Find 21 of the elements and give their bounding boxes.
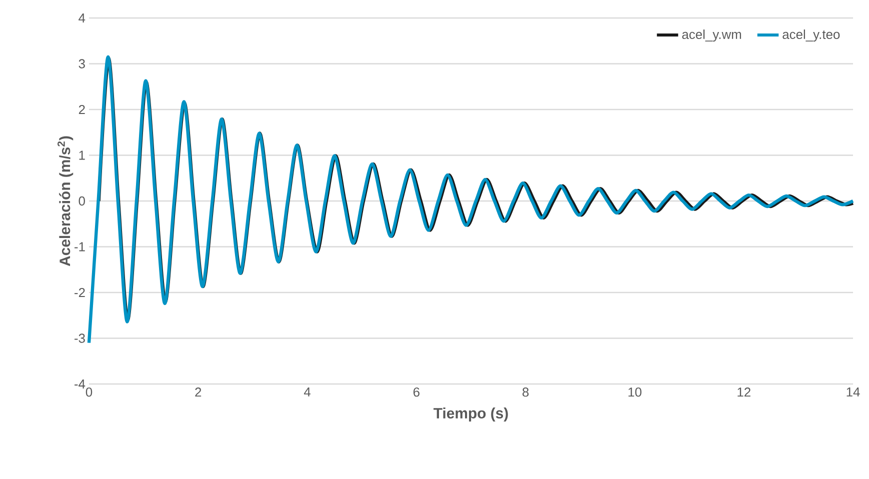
y-axis-title: Aceleración (m/s$^{2}$): [58, 136, 74, 266]
x-tick-label: 10: [628, 388, 642, 397]
x-tick-label: 6: [413, 388, 420, 397]
x-tick-label: 8: [522, 388, 529, 397]
legend-label: acel_y.teo: [782, 29, 840, 42]
y-tick-label: 1: [79, 150, 85, 160]
y-tick-label: -2: [74, 288, 85, 298]
x-tick-label: 4: [304, 388, 311, 396]
x-axis-title: Tiempo (s): [434, 408, 508, 422]
x-tick-label: 0: [86, 388, 92, 397]
y-tick-label: -3: [74, 334, 85, 343]
y-tick-label: 4: [78, 14, 86, 22]
y-tick-label: -1: [74, 242, 85, 252]
y-tick-label: -4: [74, 380, 86, 388]
y-tick-label: 2: [78, 104, 85, 114]
y-tick-label: 3: [78, 59, 85, 68]
y-tick-label: 0: [78, 196, 85, 206]
x-tick-label: 14: [846, 388, 860, 396]
x-tick-label: 2: [195, 388, 202, 397]
legend-label: acel_y.wm: [682, 29, 742, 42]
x-tick-label: 12: [738, 388, 750, 397]
